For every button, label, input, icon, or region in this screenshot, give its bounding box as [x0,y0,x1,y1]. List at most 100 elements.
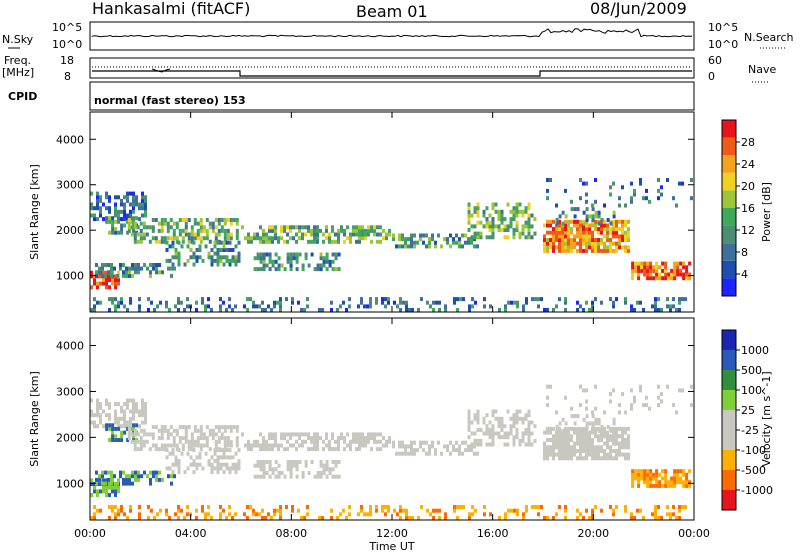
velocity-cell [316,474,320,479]
velocity-cell [621,434,624,439]
power-cell [658,265,662,270]
power-cell [582,227,585,232]
power-cell [96,202,99,207]
velocity-cell [195,455,199,460]
power-cell [133,236,137,241]
velocity-cell [147,505,150,509]
velocity-cell [133,439,137,444]
velocity-cell [210,516,213,520]
power-cell [585,234,588,239]
velocity-cell [627,434,630,439]
velocity-cell [217,425,221,430]
power-cell [168,308,171,312]
velocity-cell [444,516,447,520]
power-cell [143,263,146,267]
power-cell [591,248,594,253]
velocity-cell [261,516,264,520]
power-cell [540,297,543,302]
velocity-cell [633,395,636,400]
velocity-cell [252,508,255,513]
power-cell [234,244,238,249]
velocity-cell [165,448,169,453]
velocity-cell [673,469,677,474]
velocity-cell [594,406,597,411]
power-cell [141,191,144,196]
colorbar-tick-label: 16 [741,202,755,215]
power-cell [549,178,552,182]
power-cell [123,206,126,211]
velocity-cell [355,447,358,452]
velocity-cell [316,436,319,441]
velocity-cell [524,413,528,418]
velocity-cell [147,516,150,520]
power-cell [154,239,158,244]
velocity-colorbar-label: Velocity [m s^-1] [760,371,773,466]
velocity-cell [237,466,241,471]
power-cell [217,218,221,222]
velocity-cell [165,466,169,471]
power-cell [307,228,310,233]
power-cell [634,265,638,270]
power-cell [669,304,672,309]
velocity-cell [675,410,678,415]
power-cell [122,270,125,275]
power-cell [512,231,516,236]
power-cell [621,230,624,235]
power-cell [456,308,459,312]
power-cell [205,218,209,222]
velocity-cell [192,470,196,475]
velocity-cell [114,512,117,517]
velocity-cell [157,436,161,441]
power-cell [428,244,431,249]
power-cell [174,251,178,256]
velocity-cell [168,516,171,520]
velocity-cell [591,516,594,520]
velocity-cell [210,462,214,467]
velocity-cell [624,505,627,509]
power-cell [567,234,570,239]
velocity-cell [340,432,343,437]
power-cell [630,181,633,186]
power-cell [612,214,616,219]
velocity-cell [476,451,479,456]
power-cell [582,248,585,253]
velocity-cell [420,505,423,509]
power-cell [144,202,147,207]
velocity-cell [286,447,289,452]
velocity-cell [129,409,132,414]
velocity-cell [93,489,96,494]
power-cell [192,255,196,260]
velocity-cell [144,420,147,425]
power-cell [609,221,613,226]
velocity-cell [405,512,408,517]
power-cell [298,225,301,230]
velocity-cell [591,410,594,415]
velocity-cell [334,447,337,452]
velocity-cell [144,409,147,414]
power-cell [467,213,471,218]
power-cell [370,239,373,244]
velocity-cell [654,508,657,513]
velocity-cell [292,463,296,468]
power-cell [437,233,440,238]
velocity-cell [512,438,516,443]
power-cell [96,300,99,305]
velocity-cell [177,516,180,520]
power-cell [289,225,292,230]
power-cell [637,265,641,270]
power-cell [597,214,601,219]
nsky-tick-top: 10^5 [52,21,82,34]
power-cell [579,304,582,309]
velocity-cell [609,438,612,442]
power-cell [636,300,639,305]
freq-tick-bottom: 8 [64,70,71,83]
velocity-cell [186,451,190,456]
velocity-cell [564,438,567,442]
power-cell [552,230,555,235]
velocity-cell [576,426,579,431]
power-cell [376,239,379,244]
power-cell [398,233,401,238]
power-cell [120,198,123,203]
power-cell [127,228,131,233]
velocity-cell [467,424,471,429]
